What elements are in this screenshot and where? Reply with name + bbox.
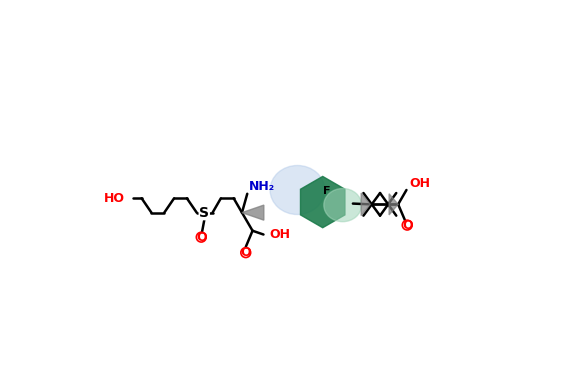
Polygon shape xyxy=(301,176,345,228)
Text: OH: OH xyxy=(270,228,290,241)
Text: S: S xyxy=(199,206,209,220)
Ellipse shape xyxy=(270,165,325,215)
Text: NH₂: NH₂ xyxy=(248,180,275,193)
Text: OH: OH xyxy=(410,177,430,190)
Polygon shape xyxy=(361,193,370,216)
Text: O: O xyxy=(402,218,412,231)
Polygon shape xyxy=(389,194,398,215)
Polygon shape xyxy=(242,205,264,220)
Text: O: O xyxy=(196,231,207,244)
Text: HO: HO xyxy=(104,192,125,205)
Ellipse shape xyxy=(324,188,362,222)
Text: O: O xyxy=(240,246,251,259)
Text: F: F xyxy=(324,186,331,196)
